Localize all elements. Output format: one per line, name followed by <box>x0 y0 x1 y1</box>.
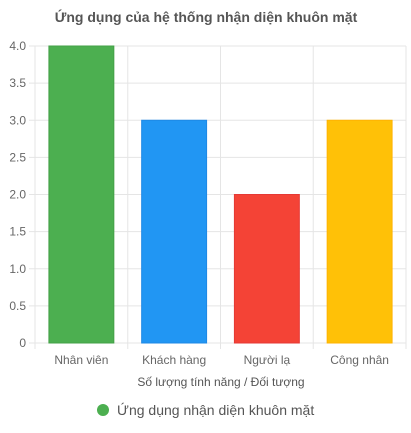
y-axis-ticks: 0 0.5 1.0 1.5 2.0 2.5 3.0 3.5 4.0 <box>9 39 26 350</box>
x-tick-label: Khách hàng <box>142 353 206 367</box>
y-tick-label: 2.5 <box>9 150 26 164</box>
y-tick-label: 4.0 <box>9 39 26 53</box>
y-tick-label: 2.0 <box>9 188 26 202</box>
legend[interactable]: Ứng dụng nhận diện khuôn mặt <box>97 402 314 418</box>
x-tick-label: Nhân viên <box>54 353 108 367</box>
y-tick-label: 3.5 <box>9 76 26 90</box>
bars <box>48 45 393 344</box>
legend-label: Ứng dụng nhận diện khuôn mặt <box>117 402 314 418</box>
y-tick-label: 0 <box>19 336 26 350</box>
y-tick-label: 1.0 <box>9 262 26 276</box>
legend-marker-icon <box>97 404 109 416</box>
bar[interactable] <box>48 45 115 344</box>
bar[interactable] <box>233 194 300 344</box>
x-axis-label: Số lượng tính năng / Đối tượng <box>137 375 304 389</box>
y-tick-label: 3.0 <box>9 113 26 127</box>
x-axis-ticks: Nhân viên Khách hàng Người lạ Công nhân <box>54 353 389 367</box>
chart-title: Ứng dụng của hệ thống nhận diện khuôn mặ… <box>55 8 358 25</box>
x-tick-label: Người lạ <box>244 353 291 367</box>
x-tick-label: Công nhân <box>330 353 389 367</box>
bar[interactable] <box>326 119 393 344</box>
bar[interactable] <box>141 119 208 344</box>
y-tick-label: 0.5 <box>9 299 26 313</box>
y-tick-label: 1.5 <box>9 225 26 239</box>
